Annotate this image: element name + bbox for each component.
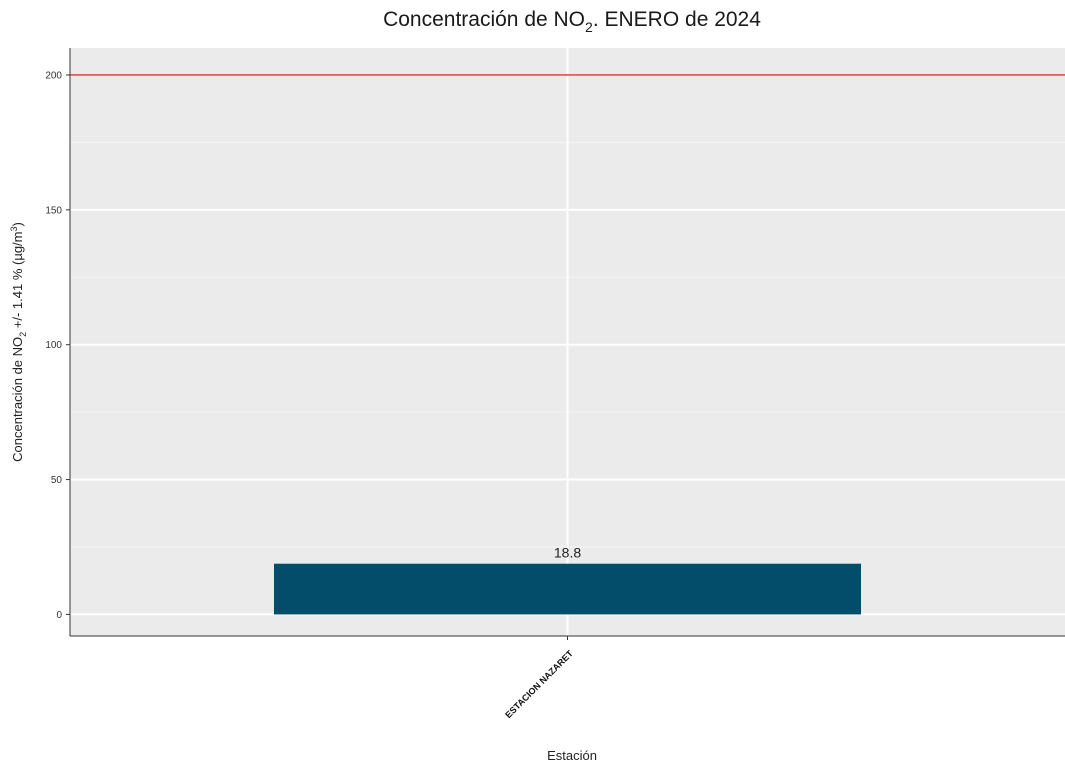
y-tick-label: 0 (56, 610, 62, 621)
y-ticks: 0 50 100 150 200 (45, 70, 70, 620)
y-tick-label: 50 (51, 475, 63, 486)
x-ticks: ESTACION NAZARET (503, 636, 575, 720)
bar-data-label: 18.8 (554, 545, 581, 561)
x-axis-title: Estación (547, 748, 597, 763)
bar (274, 564, 861, 615)
x-tick-label: ESTACION NAZARET (503, 648, 575, 720)
y-tick-label: 200 (45, 70, 62, 81)
y-axis-title: Concentración de NO2 +/- 1.41 % (µg/m3) (9, 222, 28, 462)
y-tick-label: 150 (45, 205, 62, 216)
chart-title: Concentración de NO2. ENERO de 2024 (383, 8, 761, 35)
y-tick-label: 100 (45, 340, 62, 351)
